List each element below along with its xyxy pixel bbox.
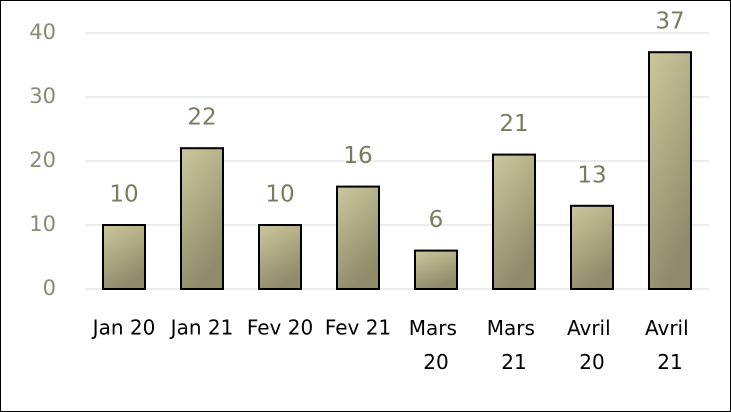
data-label: 22 — [187, 105, 216, 131]
data-label: 10 — [265, 182, 294, 208]
x-tick-label: Jan 20 — [91, 316, 156, 340]
data-label: 13 — [577, 162, 606, 188]
data-label: 16 — [343, 143, 372, 169]
bar — [102, 224, 146, 290]
bar — [648, 51, 692, 291]
y-tick-label: 0 — [43, 276, 56, 300]
data-label: 37 — [655, 9, 684, 35]
x-tick-label: Fev 20 — [247, 316, 313, 340]
x-tick-label: Avril 21 — [645, 316, 695, 374]
x-tick-label: Avril 20 — [567, 316, 617, 374]
bar — [492, 153, 536, 290]
bar — [414, 249, 458, 291]
data-label: 21 — [499, 111, 528, 137]
x-tick-label: Fev 21 — [325, 316, 391, 340]
bar — [180, 147, 224, 290]
bar — [258, 224, 302, 290]
bar — [570, 204, 614, 290]
x-tick-label: Mars 20 — [409, 316, 464, 374]
y-tick-label: 10 — [29, 212, 56, 236]
bar — [336, 185, 380, 291]
data-label: 6 — [429, 207, 444, 233]
y-tick-label: 40 — [29, 20, 56, 44]
y-tick-label: 20 — [29, 148, 56, 172]
y-tick-label: 30 — [29, 84, 56, 108]
x-tick-label: Mars 21 — [487, 316, 542, 374]
data-label: 10 — [109, 182, 138, 208]
x-tick-label: Jan 21 — [169, 316, 234, 340]
